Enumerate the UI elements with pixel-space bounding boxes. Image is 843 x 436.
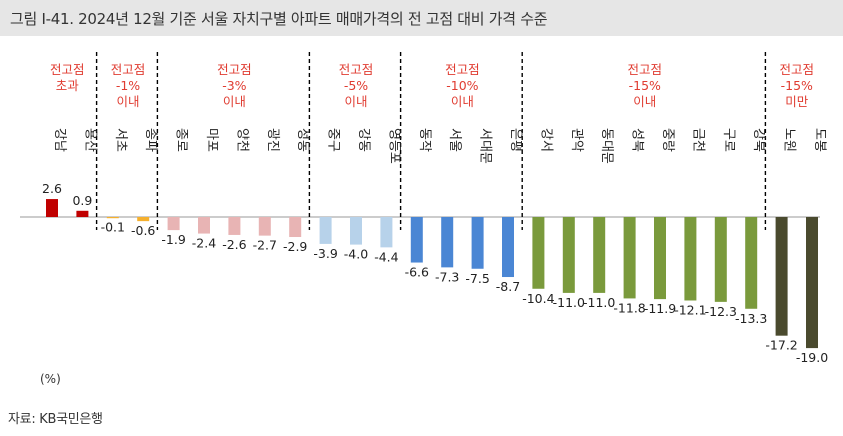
value-label: -11.0 bbox=[553, 295, 585, 310]
category-label: 강북 bbox=[751, 128, 766, 152]
value-label: -7.5 bbox=[465, 271, 489, 286]
category-label: 중랑 bbox=[660, 128, 675, 152]
bar bbox=[46, 199, 58, 217]
bar bbox=[471, 217, 484, 269]
bar bbox=[745, 217, 758, 309]
bar bbox=[806, 217, 818, 349]
category-label: 구로 bbox=[721, 128, 736, 152]
category-label: 성동 bbox=[295, 128, 310, 152]
bar bbox=[441, 217, 454, 268]
figure-title: 그림 Ⅰ-41. 2024년 12월 기준 서울 자치구별 아파트 매매가격의 … bbox=[10, 10, 548, 28]
group-label: 전고점 -5% 이내 bbox=[339, 62, 374, 109]
bar bbox=[593, 217, 606, 293]
bar bbox=[410, 217, 423, 263]
value-label: -11.9 bbox=[644, 301, 676, 316]
category-label: 관악 bbox=[569, 128, 584, 152]
category-label: 용산 bbox=[82, 128, 97, 152]
value-label: -0.6 bbox=[131, 223, 155, 238]
category-label: 성북 bbox=[630, 128, 645, 152]
bar bbox=[258, 217, 271, 236]
bar bbox=[654, 217, 666, 300]
category-label: 강남 bbox=[52, 128, 67, 152]
chart-svg: 전고점 초과 전고점 -1% 이내 전고점 -3% 이내 전고점 -5% 이내 전고점 -10% 이내 전고… bbox=[20, 52, 828, 365]
bar bbox=[684, 217, 697, 301]
category-label: 마포 bbox=[204, 128, 219, 152]
value-label: -12.3 bbox=[705, 304, 737, 319]
bar-chart: 전고점 초과 전고점 -1% 이내 전고점 -3% 이내 전고점 -5% 이내 전고점 -10% 이내 전고… bbox=[0, 40, 843, 400]
value-label: -2.6 bbox=[222, 237, 246, 252]
bar bbox=[289, 217, 302, 238]
category-label: 동대문 bbox=[599, 128, 614, 164]
category-label: 광진 bbox=[265, 128, 280, 152]
bar bbox=[380, 217, 393, 248]
group-label: 전고점 -15% 이내 bbox=[628, 62, 663, 109]
unit-label: (%) bbox=[40, 372, 61, 386]
category-label: 은평 bbox=[508, 128, 523, 152]
value-label: -2.7 bbox=[253, 238, 277, 253]
bar bbox=[714, 217, 727, 302]
bar bbox=[106, 217, 119, 219]
value-label: -12.1 bbox=[674, 302, 706, 317]
value-label: -4.4 bbox=[374, 249, 398, 264]
group-label: 전고점 -1% 이내 bbox=[111, 62, 146, 109]
bar bbox=[502, 217, 514, 278]
category-label: 금천 bbox=[690, 128, 705, 152]
value-label: -11.0 bbox=[583, 295, 615, 310]
value-label: -11.8 bbox=[613, 300, 645, 315]
category-label: 종로 bbox=[174, 128, 189, 152]
value-label: -6.6 bbox=[405, 265, 429, 280]
value-label: -3.9 bbox=[313, 246, 337, 261]
group-label: 전고점 -15% 미만 bbox=[780, 62, 815, 109]
bar bbox=[319, 217, 332, 244]
category-label: 강서 bbox=[538, 128, 553, 152]
group-label: 전고점 -10% 이내 bbox=[445, 62, 480, 109]
group-label: 전고점 초과 bbox=[50, 62, 85, 93]
bar bbox=[76, 210, 89, 217]
value-label: -8.7 bbox=[496, 279, 520, 294]
category-label: 강동 bbox=[356, 128, 371, 152]
value-label: -17.2 bbox=[765, 338, 797, 353]
title-bar: 그림 Ⅰ-41. 2024년 12월 기준 서울 자치구별 아파트 매매가격의 … bbox=[0, 0, 843, 36]
group-label: 전고점 -3% 이내 bbox=[217, 62, 252, 109]
bar bbox=[167, 217, 180, 231]
category-label: 송파 bbox=[143, 128, 158, 152]
value-label: -13.3 bbox=[735, 311, 767, 326]
category-label: 서초 bbox=[113, 128, 128, 152]
value-label: -2.9 bbox=[283, 239, 307, 254]
bar bbox=[623, 217, 636, 299]
bar bbox=[137, 217, 150, 222]
bar bbox=[775, 217, 788, 336]
value-label: -0.1 bbox=[101, 220, 125, 235]
category-label: 영등포 bbox=[386, 128, 401, 164]
bar bbox=[562, 217, 575, 293]
value-label: -2.4 bbox=[192, 236, 216, 251]
value-label: -4.0 bbox=[344, 247, 368, 262]
category-label: 노원 bbox=[782, 128, 797, 152]
value-label: -1.9 bbox=[161, 232, 185, 247]
category-label: 양천 bbox=[234, 128, 249, 152]
value-label: 0.9 bbox=[72, 193, 92, 208]
bar bbox=[198, 217, 210, 234]
category-label: 서대문 bbox=[478, 128, 493, 164]
value-label: -19.0 bbox=[796, 350, 828, 365]
value-label: -10.4 bbox=[522, 291, 554, 306]
category-label: 동작 bbox=[417, 128, 432, 152]
category-label: 서울 bbox=[447, 128, 462, 152]
bar bbox=[228, 217, 241, 235]
bar bbox=[532, 217, 545, 289]
value-label: 2.6 bbox=[42, 181, 62, 196]
category-label: 도봉 bbox=[812, 128, 827, 152]
source-note: 자료: KB국민은행 bbox=[8, 412, 103, 427]
bar bbox=[350, 217, 362, 245]
value-label: -7.3 bbox=[435, 269, 459, 284]
category-label: 중구 bbox=[326, 128, 341, 152]
